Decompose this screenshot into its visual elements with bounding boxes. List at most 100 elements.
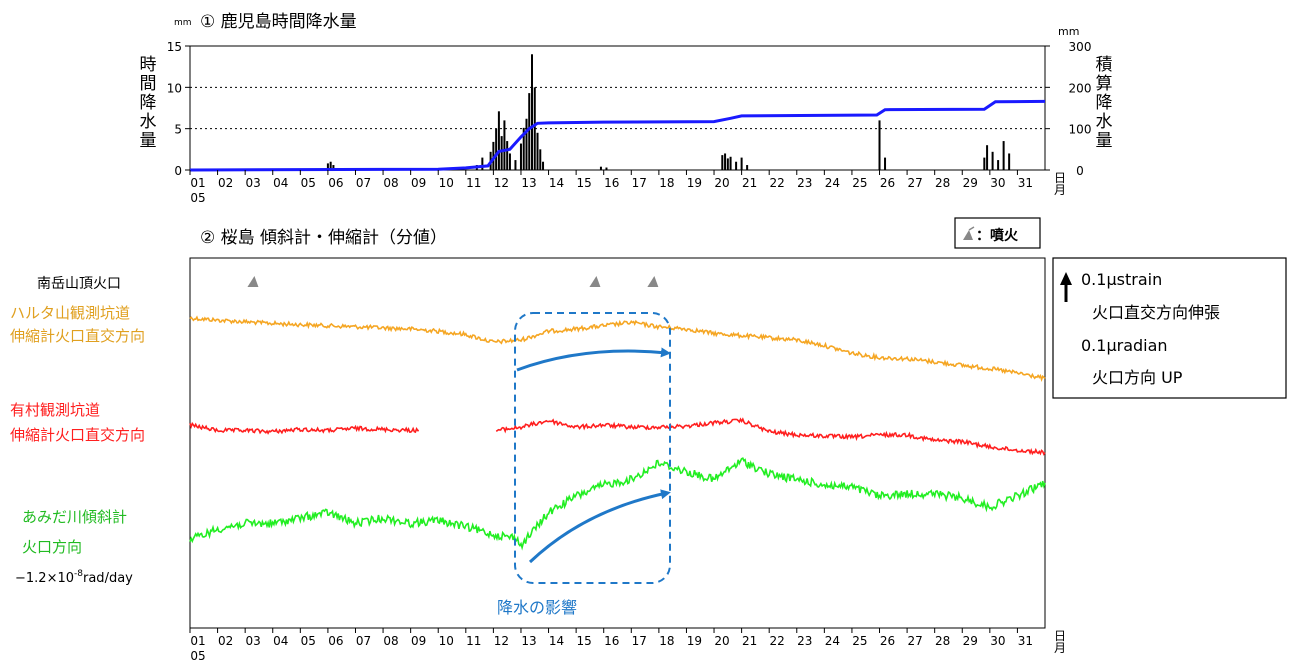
panel1-y-unit-right: mm (1058, 25, 1079, 38)
panel1-ytick-right-label: 100 (1069, 123, 1092, 137)
rain-bar (508, 153, 511, 170)
rain-bar (506, 141, 509, 170)
panel1-xtick-label: 19 (687, 176, 702, 190)
panel2-series (189, 315, 1046, 551)
scale-arrow-icon (1060, 272, 1072, 302)
rain-bar (884, 157, 887, 170)
panel1-xtick-label: 10 (439, 176, 454, 190)
rain-bar (721, 155, 724, 170)
amidagawa-label-1: あみだ川傾斜計 (22, 508, 127, 526)
rain-bar (495, 128, 498, 170)
rain-bar (531, 54, 533, 171)
panel2-xticks: 01 02 03 04 05 06 07 08 09 10 11 12 13 14 15 16 17 18 19 20… (189, 628, 1033, 663)
panel2-xtick-label: 21 (742, 634, 757, 648)
rain-bar (536, 132, 539, 170)
panel2-xtick-label: 10 (439, 634, 454, 648)
rain-bar (514, 160, 517, 170)
rain-bar (740, 157, 743, 170)
scale-tilt-direction: 火口方向 UP (1092, 368, 1183, 387)
rain-bar (503, 120, 506, 170)
panel1-frame (189, 45, 1046, 171)
panel2-xtick-month: 05 (190, 649, 205, 662)
panel2-xtick-label: 13 (521, 634, 536, 648)
panel2-xtick-label: 08 (383, 634, 398, 648)
harutayama-label-1: ハルタ山観測坑道 (10, 304, 130, 322)
panel2-xtick-label: 29 (963, 634, 978, 648)
scale-box (1052, 257, 1287, 399)
panel1-ylabel-left-char: 間 (140, 74, 157, 94)
panel1-yticks: 0 5 10 15 0 100 200 300 (167, 40, 1092, 178)
panel1-ylabel-left-char: 水 (140, 112, 157, 132)
panel2-xtick-label: 15 (576, 634, 591, 648)
rain-bar (329, 161, 332, 170)
rain-bar (1008, 153, 1011, 170)
panel2-xtick-label: 23 (797, 634, 812, 648)
scale-strain: 0.1μstrain (1081, 270, 1162, 289)
panel1-xtick-label: 05 (301, 176, 316, 190)
rain-bar (986, 145, 989, 170)
panel2-xtick-label: 26 (880, 634, 895, 648)
panel2-xtick-unit-char: 月 (1054, 641, 1066, 655)
panel2-xtick-label: 03 (246, 634, 261, 648)
panel1-xtick-label: 28 (935, 176, 950, 190)
rain-bar (519, 143, 522, 170)
panel1-ylabel-right-char: 積 (1096, 55, 1113, 75)
panel2-xtick-label: 18 (659, 634, 674, 648)
panel2-xtick-label: 19 (687, 634, 702, 648)
rain-bar (528, 93, 531, 170)
scale-strain-direction: 火口直交方向伸張 (1092, 303, 1220, 322)
rain-bar (726, 158, 729, 170)
panel1-xtick-label: 03 (246, 176, 261, 190)
panel1-xtick-label: 22 (770, 176, 785, 190)
rain-bar (724, 153, 727, 170)
panel1-ylabel-left: 時間降水量 (140, 55, 157, 151)
eruption-markers (247, 276, 659, 287)
panel1-xtick-label: 25 (852, 176, 867, 190)
panel1-ylabel-left-char: 降 (140, 93, 157, 113)
panel1-xtick-label: 09 (411, 176, 426, 190)
rain-bar (326, 163, 329, 170)
panel2-xtick-unit-char: 日 (1054, 629, 1066, 643)
arimura-line (189, 421, 419, 435)
rain-bar (500, 136, 503, 170)
panel1-y-unit-left: mm (174, 18, 192, 28)
panel1-xtick-label: 30 (990, 176, 1005, 190)
panel1-xtick-label: 06 (328, 176, 343, 190)
panel1-xtick-label: 04 (273, 176, 288, 190)
rain-arrow-upper (516, 347, 671, 372)
amidagawa-label-2: 火口方向 (22, 538, 82, 556)
panel2-xtick-label: 16 (604, 634, 619, 648)
panel1-ytick-left-label: 15 (167, 40, 182, 54)
panel1-ytick-left-label: 0 (174, 164, 182, 178)
panel2-xtick-label: 20 (714, 634, 729, 648)
panel2-xtick-label: 14 (549, 634, 564, 648)
panel1-xtick-label: 31 (1018, 176, 1033, 190)
panel1-xtick-label: 27 (907, 176, 922, 190)
rain-bar (991, 151, 994, 170)
rain-bar (997, 160, 1000, 170)
panel2-x-unit: 日月 (1054, 629, 1066, 655)
panel1-xtick-label: 18 (659, 176, 674, 190)
panel2-xtick-label: 27 (907, 634, 922, 648)
panel1-xtick-label: 13 (521, 176, 536, 190)
rain-bar (1002, 141, 1005, 170)
rain-bar (599, 166, 602, 170)
panel1-xtick-label: 02 (218, 176, 233, 190)
panel1-xtick-label: 12 (494, 176, 509, 190)
rain-bar (497, 111, 500, 170)
panel1-ytick-left-label: 5 (174, 123, 182, 137)
panel2-xtick-label: 31 (1018, 634, 1033, 648)
panel1-xtick-unit-char: 日 (1054, 171, 1066, 185)
amidagawa-trend: −1.2×10-8rad/day (15, 569, 133, 586)
panel1-bars (326, 54, 1011, 171)
panel2-xtick-label: 02 (218, 634, 233, 648)
arimura-line (495, 417, 1046, 456)
panel2-xtick-label: 05 (301, 634, 316, 648)
panel1-ytick-left-label: 10 (167, 81, 182, 95)
eruption-marker (589, 276, 601, 287)
amidagawa-line (189, 457, 1046, 551)
panel1-x-unit: 日月 (1054, 171, 1066, 197)
panel1-xtick-label: 01 (190, 176, 205, 190)
panel1-ylabel-left-char: 時 (140, 55, 157, 75)
